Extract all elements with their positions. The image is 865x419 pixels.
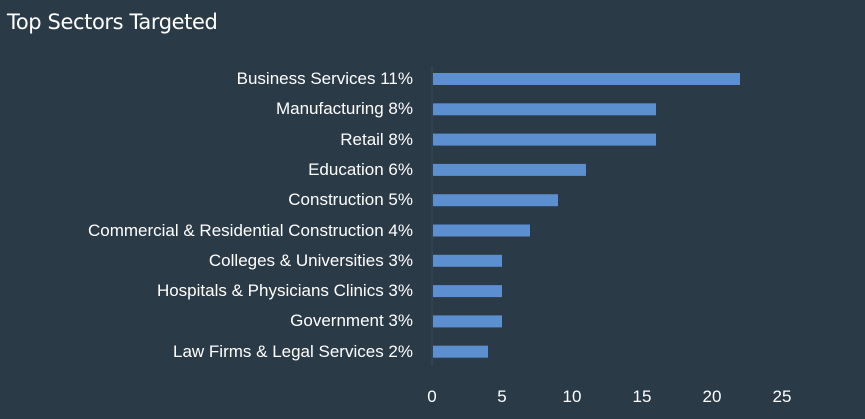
category-label: Retail 8% [340, 129, 413, 149]
category-label: Business Services 11% [236, 69, 413, 88]
bar [433, 254, 502, 267]
bar [433, 345, 488, 358]
x-tick-label: 10 [563, 387, 582, 406]
bar [433, 315, 502, 328]
category-label: Hospitals & Physicians Clinics 3% [156, 281, 413, 301]
x-tick-label: 5 [497, 387, 506, 406]
bar [433, 133, 656, 146]
category-label: Education 6% [308, 159, 413, 179]
label-clip-mask [0, 55, 66, 375]
category-label: Construction 5% [288, 190, 413, 210]
category-label: Government 3% [290, 311, 413, 331]
x-tick-label: 0 [427, 387, 436, 406]
bar [433, 285, 502, 298]
x-tick-label: 25 [773, 387, 792, 406]
category-label: Manufacturing 8% [275, 99, 413, 119]
bar [433, 224, 530, 237]
x-tick-label: 20 [703, 387, 722, 406]
chart-title: Top Sectors Targeted [7, 10, 218, 34]
bar [433, 103, 656, 116]
category-label: Commercial & Residential Construction 4% [87, 220, 413, 240]
bar [433, 163, 586, 176]
x-tick-label: 15 [633, 387, 652, 406]
bar [433, 194, 558, 207]
category-label: Law Firms & Legal Services 2% [173, 341, 413, 361]
category-label: Colleges & Universities 3% [208, 250, 413, 270]
bar [433, 73, 740, 85]
